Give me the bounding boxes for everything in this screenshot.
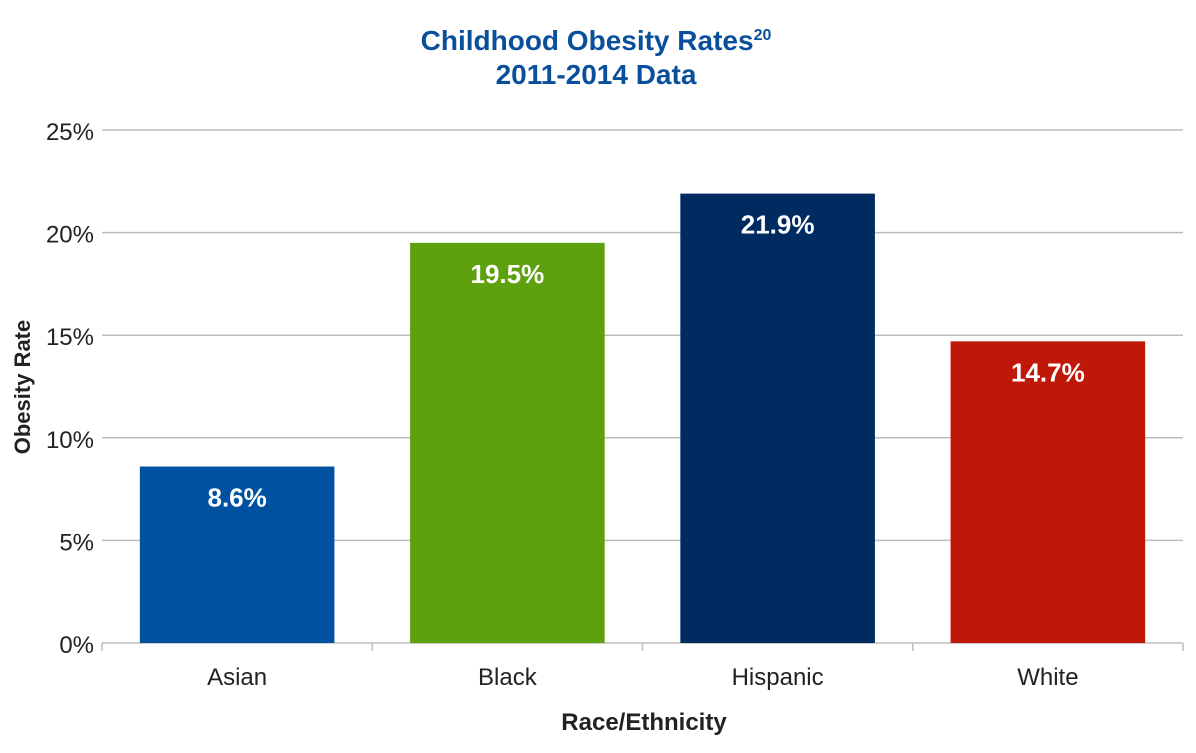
chart-subtitle: 2011-2014 Data bbox=[496, 59, 697, 90]
chart-title: Childhood Obesity Rates20 bbox=[421, 25, 772, 56]
y-tick-label: 5% bbox=[59, 529, 94, 556]
bar-value-label: 14.7% bbox=[1011, 357, 1085, 387]
bar-asian bbox=[139, 466, 335, 643]
y-tick-label: 0% bbox=[59, 632, 94, 659]
y-tick-label: 25% bbox=[46, 119, 94, 146]
x-tick-label: White bbox=[1017, 664, 1078, 691]
bar-hispanic bbox=[680, 193, 875, 643]
chart-title-main: Childhood Obesity Rates bbox=[421, 25, 754, 56]
x-axis-ticks: Asian Black Hispanic White bbox=[101, 643, 1184, 691]
y-tick-label: 10% bbox=[46, 427, 94, 454]
x-tick-label: Hispanic bbox=[732, 664, 824, 691]
y-tick-label: 15% bbox=[46, 324, 94, 351]
y-tick-label: 20% bbox=[46, 222, 94, 249]
bar-black bbox=[410, 242, 605, 644]
x-tick-label: Black bbox=[478, 664, 538, 691]
chart-title-superscript: 20 bbox=[754, 27, 772, 44]
x-axis-label: Race/Ethnicity bbox=[561, 709, 727, 736]
bar-white bbox=[950, 341, 1146, 643]
bar-value-label: 19.5% bbox=[471, 259, 545, 289]
y-axis-label: Obesity Rate bbox=[10, 320, 35, 455]
y-axis-ticks: 0% 5% 10% 15% 20% 25% bbox=[46, 119, 94, 659]
bars: 8.6% 19.5% 21.9% 14.7% bbox=[139, 193, 1146, 644]
x-tick-label: Asian bbox=[207, 664, 267, 691]
bar-value-label: 21.9% bbox=[741, 210, 815, 240]
bar-value-label: 8.6% bbox=[207, 483, 266, 513]
